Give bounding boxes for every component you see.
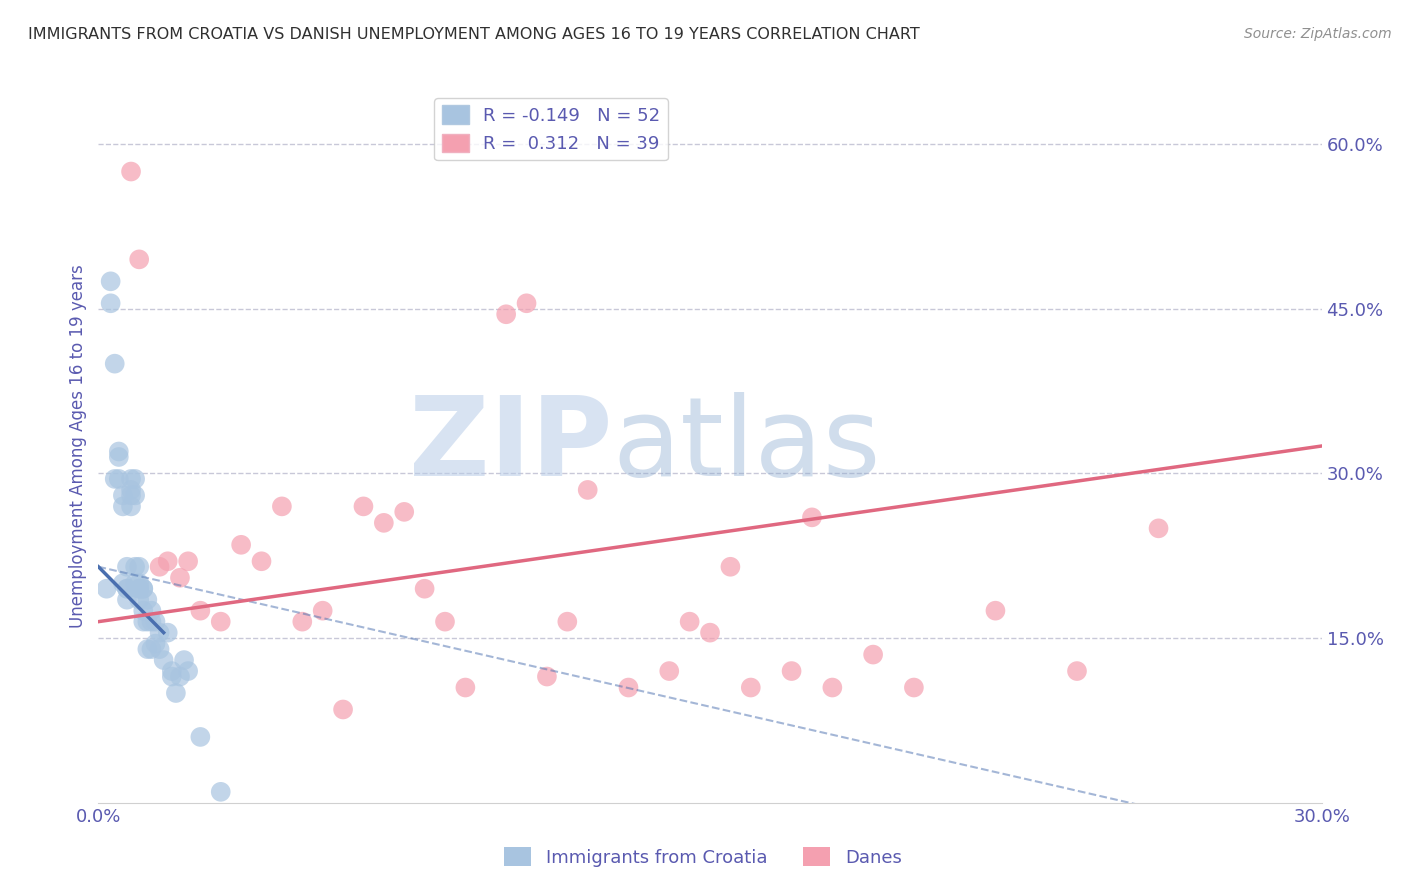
Point [984,604,1007,618]
Point [124,488,146,502]
Point [100,296,122,310]
Point [169,669,191,683]
Point [516,296,538,310]
Point [352,500,374,514]
Point [801,510,824,524]
Point [96,582,118,596]
Point [108,450,131,464]
Point [128,252,150,267]
Point [111,576,134,591]
Point [177,664,200,678]
Point [120,488,142,502]
Text: atlas: atlas [612,392,880,500]
Point [188,730,212,744]
Point [152,653,174,667]
Point [156,625,179,640]
Y-axis label: Unemployment Among Ages 16 to 19 years: Unemployment Among Ages 16 to 19 years [69,264,87,628]
Text: IMMIGRANTS FROM CROATIA VS DANISH UNEMPLOYMENT AMONG AGES 16 TO 19 YEARS CORRELA: IMMIGRANTS FROM CROATIA VS DANISH UNEMPL… [28,27,920,42]
Point [145,637,167,651]
Point [413,582,436,596]
Point [720,559,742,574]
Point [270,500,294,514]
Point [136,615,159,629]
Point [862,648,884,662]
Point [165,686,187,700]
Point [141,642,163,657]
Point [111,500,134,514]
Point [108,444,131,458]
Point [1066,664,1088,678]
Point [115,582,138,596]
Point [124,559,146,574]
Point [434,615,457,629]
Point [115,559,138,574]
Point [177,554,200,568]
Point [149,625,172,640]
Point [169,571,191,585]
Point [111,488,134,502]
Point [132,582,155,596]
Point [536,669,558,683]
Text: ZIP: ZIP [409,392,612,500]
Point [160,669,183,683]
Point [128,582,150,596]
Point [120,164,142,178]
Point [392,505,416,519]
Point [658,664,681,678]
Point [132,604,155,618]
Point [780,664,803,678]
Point [104,472,127,486]
Point [149,642,172,657]
Point [173,653,195,667]
Point [821,681,844,695]
Point [160,664,183,678]
Point [136,592,159,607]
Point [141,604,163,618]
Point [128,576,150,591]
Point [454,681,477,695]
Point [124,576,146,591]
Point [132,615,155,629]
Point [209,615,232,629]
Point [679,615,702,629]
Point [115,592,138,607]
Point [1147,521,1170,535]
Point [740,681,762,695]
Point [903,681,925,695]
Point [231,538,253,552]
Point [120,500,142,514]
Point [141,615,163,629]
Point [145,615,167,629]
Point [132,582,155,596]
Point [100,274,122,288]
Point [128,559,150,574]
Point [332,702,354,716]
Point [124,472,146,486]
Point [699,625,721,640]
Point [104,357,127,371]
Point [209,785,232,799]
Point [557,615,579,629]
Point [120,483,142,497]
Point [291,615,314,629]
Point [617,681,640,695]
Point [188,604,212,618]
Point [373,516,395,530]
Legend: Immigrants from Croatia, Danes: Immigrants from Croatia, Danes [496,840,910,874]
Point [136,642,159,657]
Point [495,307,517,321]
Point [312,604,335,618]
Point [250,554,273,568]
Point [156,554,179,568]
Point [115,582,138,596]
Point [149,559,172,574]
Point [576,483,599,497]
Point [128,582,150,596]
Point [120,472,142,486]
Point [128,592,150,607]
Point [108,472,131,486]
Legend: R = -0.149   N = 52, R =  0.312   N = 39: R = -0.149 N = 52, R = 0.312 N = 39 [434,98,668,161]
Text: Source: ZipAtlas.com: Source: ZipAtlas.com [1244,27,1392,41]
